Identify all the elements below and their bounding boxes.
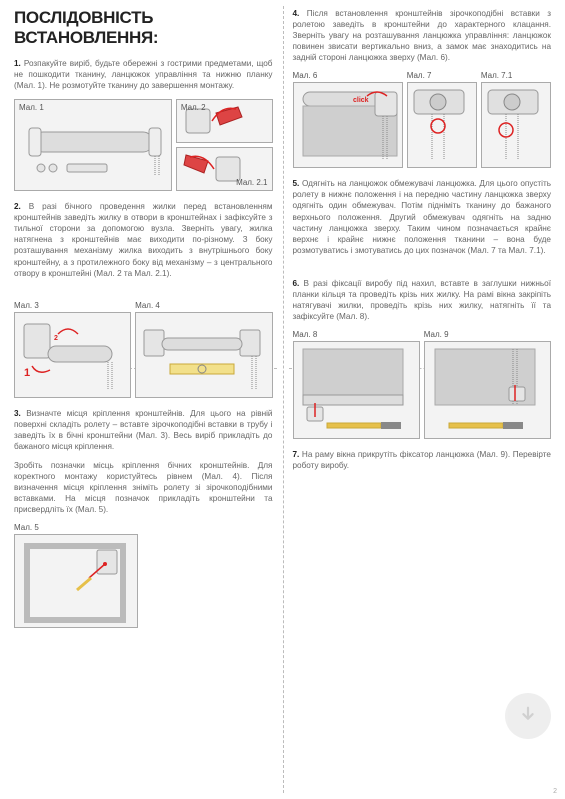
figure-4-label: Мал. 4 [135, 301, 272, 310]
red-one: 1 [24, 367, 30, 379]
figure-8-label: Мал. 8 [293, 330, 420, 339]
step-3-text: 3. Визначте місця кріплення кронштейнів.… [14, 408, 273, 452]
figure-7-illustration [410, 86, 474, 164]
figure-6: click [293, 82, 403, 168]
figure-5-label: Мал. 5 [14, 523, 138, 532]
figure-3-illustration: 2 1 [18, 316, 126, 394]
step-3-body: Визначте місця кріплення кронштейнів. Дл… [14, 409, 273, 451]
figure-6-label: Мал. 6 [293, 71, 403, 80]
figure-row-1: Мал. 1 Мал. 2 [14, 99, 273, 191]
step-2-number: 2. [14, 202, 21, 211]
figure-7 [407, 82, 477, 168]
figure-3-label: Мал. 3 [14, 301, 131, 310]
step-1-body: Розпакуйте виріб, будьте обережні з гост… [14, 59, 273, 90]
click-label: click [353, 97, 369, 104]
figure-9 [424, 341, 551, 439]
step-6-text: 6. В разі фіксації виробу під нахил, вст… [293, 278, 552, 322]
figure-row-2: Мал. 3 2 1 Мал. 4 [14, 301, 273, 398]
figure-2-label: Мал. 2 [181, 103, 206, 112]
step-2-text: 2. В разі бічного проведення жилки перед… [14, 201, 273, 278]
figure-7-1-illustration [484, 86, 548, 164]
figure-row-3: Мал. 6 click Мал. 7 [293, 71, 552, 168]
figure-9-wrap: Мал. 9 [424, 330, 551, 439]
left-column: ПОСЛІДОВНІСТЬ ВСТАНОВЛЕННЯ: 1. Розпакуйт… [0, 0, 283, 799]
figure-5-illustration [19, 538, 134, 624]
figure-7-1-wrap: Мал. 7.1 [481, 71, 551, 168]
page: ПОСЛІДОВНІСТЬ ВСТАНОВЛЕННЯ: 1. Розпакуйт… [0, 0, 565, 799]
figure-2-group: Мал. 2 Мал. 2.1 [176, 99, 273, 191]
figure-6-illustration: click [297, 86, 399, 164]
step-7-body: На раму вікна прикрутіть фіксатор ланцюж… [293, 450, 552, 470]
figure-row-4: Мал. 8 Мал. 9 [293, 330, 552, 439]
step-1-number: 1. [14, 59, 21, 68]
figure-4-illustration [140, 316, 267, 394]
figure-5 [14, 534, 138, 628]
figure-9-label: Мал. 9 [424, 330, 551, 339]
figure-1: Мал. 1 [14, 99, 172, 191]
figure-7-1 [481, 82, 551, 168]
figure-7-label: Мал. 7 [407, 71, 477, 80]
figure-9-illustration [429, 345, 547, 435]
watermark-icon [505, 693, 551, 739]
step-5-body: Одягніть на ланцюжок обмежувачі ланцюжка… [293, 179, 552, 254]
figure-8 [293, 341, 420, 439]
figure-3: 2 1 [14, 312, 131, 398]
figure-7-1-label: Мал. 7.1 [481, 71, 551, 80]
step-6-body: В разі фіксації виробу під нахил, вставт… [293, 279, 552, 321]
figure-1-label: Мал. 1 [19, 103, 44, 112]
step-7-text: 7. На раму вікна прикрутіть фіксатор лан… [293, 449, 552, 471]
step-3-number: 3. [14, 409, 21, 418]
step-5-text: 5. Одягніть на ланцюжок обмежувачі ланцю… [293, 178, 552, 255]
figure-2-1: Мал. 2.1 [176, 147, 273, 191]
page-title: ПОСЛІДОВНІСТЬ ВСТАНОВЛЕННЯ: [14, 8, 273, 48]
step-1-text: 1. Розпакуйте виріб, будьте обережні з г… [14, 58, 273, 91]
step-2-body: В разі бічного проведення жилки перед вс… [14, 202, 273, 277]
page-number: 2 [553, 788, 557, 795]
figure-8-wrap: Мал. 8 [293, 330, 420, 439]
figure-3-wrap: Мал. 3 2 1 [14, 301, 131, 398]
figure-1-illustration [23, 110, 163, 180]
step-4-text: 4. Після встановлення кронштейнів зірочк… [293, 8, 552, 63]
figure-6-wrap: Мал. 6 click [293, 71, 403, 168]
figure-2-1-label: Мал. 2.1 [236, 178, 267, 187]
right-column: 4. Після встановлення кронштейнів зірочк… [283, 0, 565, 799]
figure-8-illustration [297, 345, 415, 435]
figure-5-wrap: Мал. 5 [14, 523, 138, 628]
step-4-body: Після встановлення кронштейнів зірочкопо… [293, 9, 552, 62]
figure-4 [135, 312, 272, 398]
red-two: 2 [54, 335, 58, 342]
figure-2: Мал. 2 [176, 99, 273, 143]
figure-4-wrap: Мал. 4 [135, 301, 272, 398]
step-3b-text: Зробіть позначки місць кріплення бічних … [14, 460, 273, 515]
figure-7-wrap: Мал. 7 [407, 71, 477, 168]
